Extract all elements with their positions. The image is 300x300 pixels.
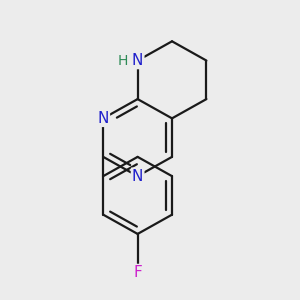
Text: N: N xyxy=(98,111,109,126)
Text: N: N xyxy=(132,169,143,184)
Text: N: N xyxy=(132,53,143,68)
Text: F: F xyxy=(133,265,142,280)
Text: H: H xyxy=(118,54,128,68)
